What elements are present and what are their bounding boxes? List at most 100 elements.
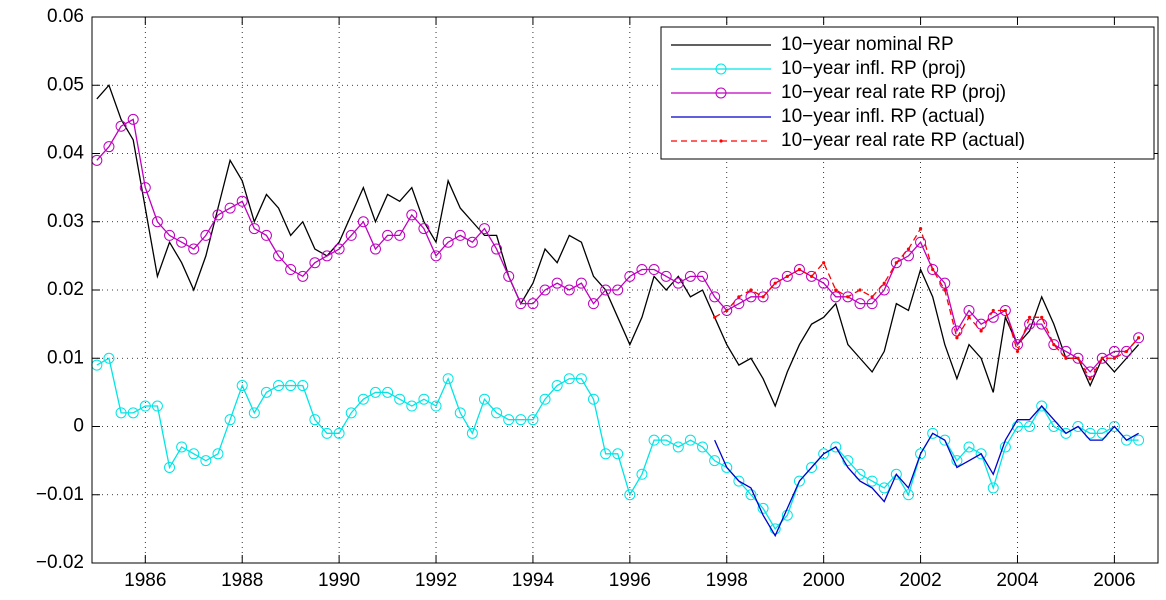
marker [527, 298, 539, 310]
marker [1036, 318, 1048, 330]
series-line [96, 83, 1140, 408]
marker [151, 216, 163, 228]
marker [1121, 434, 1133, 446]
x-tick-label: 1988 [221, 570, 263, 591]
marker [345, 229, 357, 241]
marker [890, 257, 902, 269]
marker [1048, 421, 1060, 432]
marker [563, 284, 575, 296]
marker [793, 475, 805, 487]
y-tick-label: 0.03 [47, 211, 84, 232]
series-line [714, 226, 1140, 381]
marker [737, 295, 741, 299]
marker [139, 182, 151, 194]
x-tick-label: 1990 [318, 570, 360, 591]
marker [806, 461, 818, 473]
marker [1015, 349, 1020, 354]
marker [882, 281, 886, 285]
marker [709, 291, 721, 303]
marker [773, 281, 777, 285]
marker [931, 267, 935, 272]
marker [648, 434, 660, 446]
marker [260, 386, 272, 398]
marker [115, 407, 127, 419]
marker [321, 250, 333, 262]
marker [894, 261, 898, 265]
marker [539, 393, 551, 405]
marker [818, 277, 830, 289]
legend-label: 10−year nominal RP [781, 34, 954, 55]
marker [809, 274, 814, 278]
y-tick-label: −0.01 [36, 484, 84, 505]
marker [200, 229, 212, 241]
marker [1133, 434, 1145, 446]
marker [1024, 421, 1036, 432]
marker [963, 304, 975, 316]
marker [660, 270, 672, 282]
marker [660, 434, 672, 446]
marker [906, 247, 911, 251]
marker [176, 236, 188, 248]
marker [975, 318, 987, 330]
marker [151, 400, 163, 412]
marker [164, 461, 176, 473]
x-tick-label: 1996 [609, 570, 651, 591]
marker [713, 315, 717, 319]
marker [979, 329, 983, 333]
series-line [96, 357, 1139, 530]
marker [478, 223, 490, 235]
x-tick-label: 1994 [512, 570, 555, 591]
marker [927, 264, 939, 276]
marker [987, 311, 999, 323]
marker [830, 291, 842, 303]
marker [515, 298, 527, 310]
marker [939, 434, 951, 446]
marker [115, 120, 127, 132]
marker [943, 288, 947, 292]
marker [991, 308, 995, 313]
marker [927, 427, 939, 439]
marker [781, 270, 793, 282]
marker [785, 274, 789, 278]
marker [878, 482, 890, 494]
legend-label: 10−year infl. RP (actual) [781, 106, 985, 127]
marker [822, 261, 826, 265]
marker [834, 288, 838, 292]
marker [248, 223, 260, 235]
marker [1100, 356, 1104, 360]
marker [709, 455, 721, 467]
marker [951, 325, 963, 337]
marker [297, 270, 309, 282]
marker [757, 502, 769, 514]
axes-box [91, 16, 1159, 564]
marker [333, 243, 345, 255]
x-tick-label: 2006 [1093, 570, 1135, 591]
marker [188, 448, 200, 460]
marker [725, 308, 729, 313]
marker [430, 250, 442, 262]
y-tick-label: 0.05 [47, 74, 84, 95]
y-tick-label: −0.02 [36, 552, 84, 573]
marker [1040, 315, 1044, 319]
marker [749, 288, 753, 292]
marker [442, 373, 454, 385]
marker [1036, 400, 1048, 412]
marker [624, 270, 636, 282]
marker [1108, 421, 1120, 432]
marker [103, 141, 115, 153]
marker [1108, 345, 1120, 357]
marker [757, 291, 769, 303]
marker [454, 407, 466, 419]
marker [442, 236, 454, 248]
marker [612, 448, 624, 460]
marker [285, 380, 297, 392]
marker [721, 304, 733, 316]
marker [357, 393, 369, 405]
marker [684, 434, 696, 446]
marker [697, 270, 709, 282]
legend-marker [719, 139, 723, 143]
marker [672, 441, 684, 453]
marker [846, 295, 850, 299]
x-tick-label: 2002 [899, 570, 941, 591]
marker [1052, 343, 1056, 347]
